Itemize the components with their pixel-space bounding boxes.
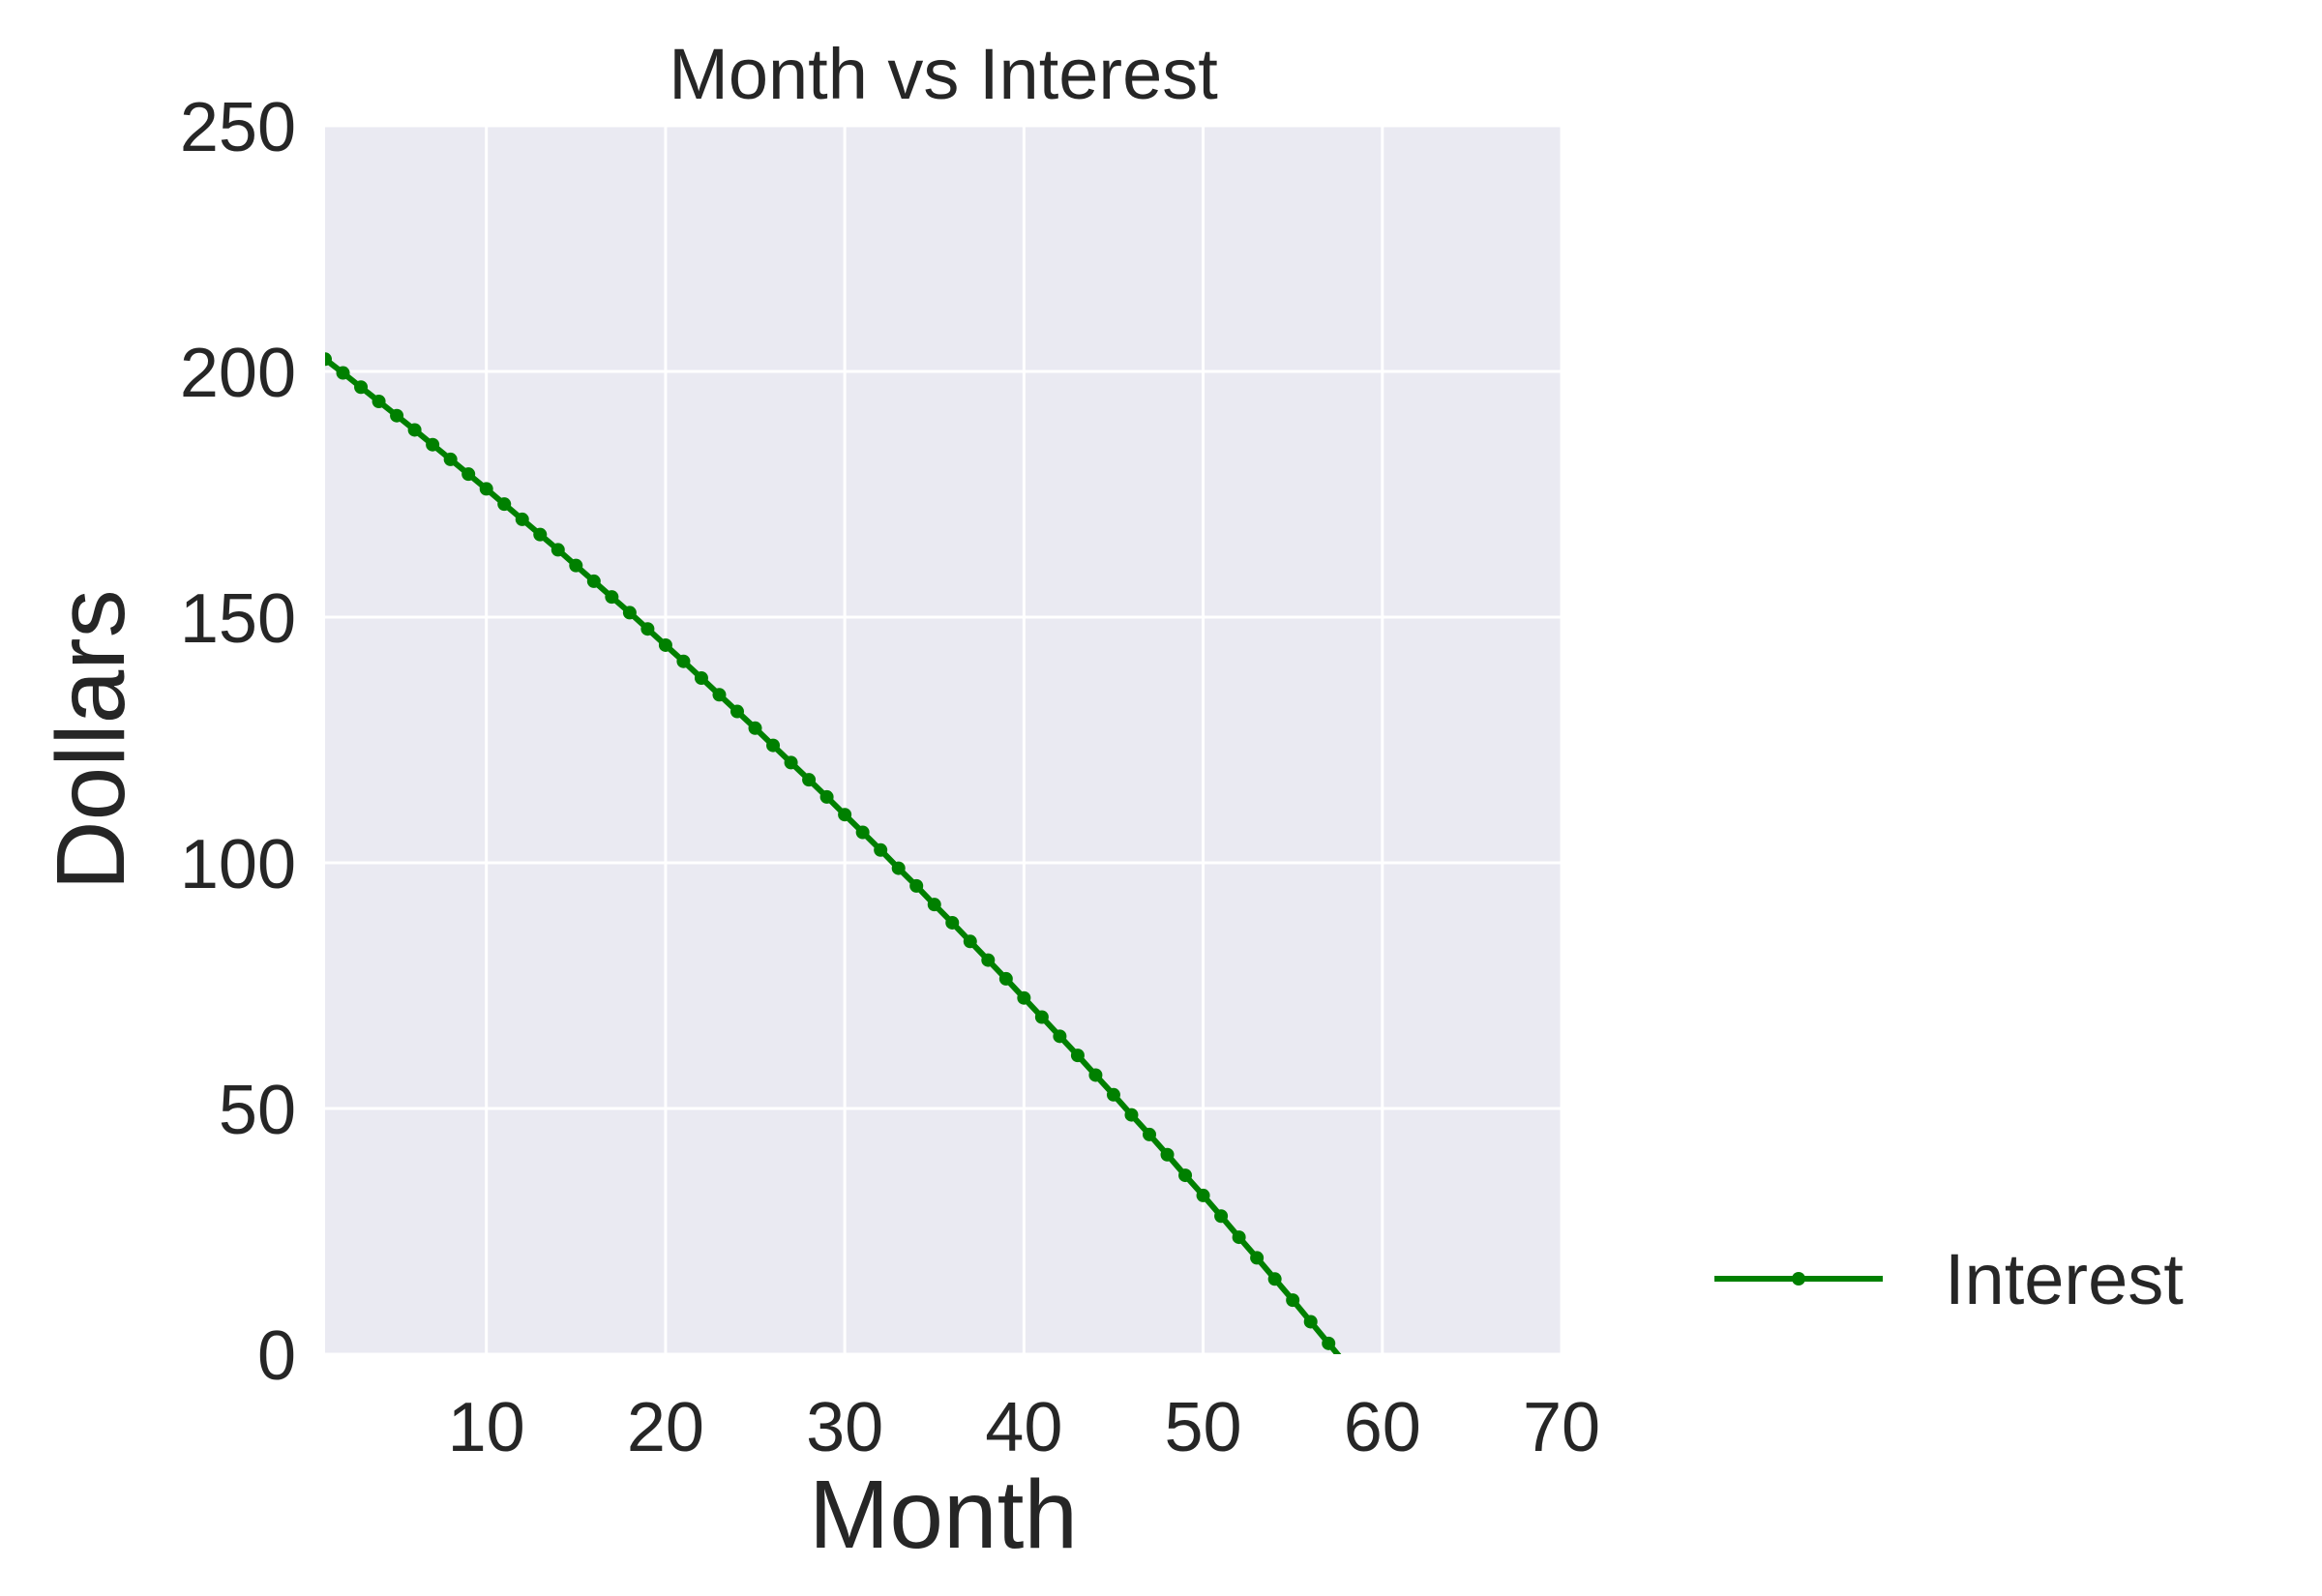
data-point (676, 654, 691, 668)
data-point (1088, 1068, 1103, 1082)
data-point (407, 423, 422, 437)
data-point (998, 971, 1013, 986)
data-point (1178, 1168, 1193, 1183)
y-axis-ticks: 0 50 100 150 200 250 (180, 89, 296, 1395)
data-point (658, 637, 672, 652)
data-point (497, 497, 512, 512)
x-tick-label: 40 (985, 1389, 1062, 1466)
data-point (551, 543, 565, 557)
data-point (1106, 1087, 1120, 1102)
y-tick-label: 250 (180, 89, 296, 166)
data-point (1034, 1010, 1049, 1024)
data-point (1070, 1049, 1085, 1063)
plot-area (325, 126, 1562, 1354)
x-tick-label: 20 (627, 1389, 704, 1466)
data-point (586, 574, 601, 588)
data-point (694, 670, 708, 685)
series-interest (325, 352, 1354, 1372)
data-point (461, 467, 476, 482)
data-point (855, 825, 870, 840)
y-tick-label: 50 (219, 1072, 296, 1149)
data-point (1196, 1188, 1210, 1202)
data-point (766, 738, 781, 753)
y-tick-label: 0 (257, 1317, 296, 1395)
data-point (819, 789, 834, 804)
data-point (945, 915, 960, 930)
data-point (784, 755, 798, 770)
x-tick-label: 60 (1344, 1389, 1421, 1466)
data-point (1322, 1336, 1336, 1350)
y-tick-label: 200 (180, 335, 296, 412)
data-point (748, 721, 762, 735)
legend: Interest (1714, 1239, 2184, 1319)
data-point (838, 808, 852, 822)
data-point (874, 842, 888, 857)
data-point (1232, 1230, 1246, 1245)
data-point (622, 606, 637, 620)
data-point (1286, 1293, 1300, 1308)
series-layer (325, 352, 1354, 1372)
data-point (569, 558, 583, 573)
legend-label-interest: Interest (1945, 1239, 2184, 1319)
data-point (1053, 1029, 1067, 1044)
data-point (640, 622, 655, 636)
y-tick-label: 100 (180, 826, 296, 903)
data-point (802, 773, 817, 787)
data-point (1267, 1272, 1282, 1286)
data-point (605, 590, 619, 605)
data-point (515, 512, 529, 526)
x-axis-label: Month (809, 1461, 1078, 1569)
x-tick-label: 70 (1523, 1389, 1600, 1466)
data-point (336, 366, 350, 380)
data-point (1340, 1358, 1354, 1372)
data-point (891, 861, 906, 875)
data-point (479, 482, 493, 496)
chart-title: Month vs Interest (669, 34, 1218, 114)
data-point (1303, 1315, 1318, 1329)
x-tick-label: 30 (806, 1389, 883, 1466)
data-point (730, 704, 744, 719)
data-point (963, 934, 977, 949)
data-point (443, 452, 458, 466)
data-point (372, 394, 386, 408)
data-point (909, 878, 924, 893)
data-point (1250, 1251, 1265, 1265)
x-tick-label: 10 (448, 1389, 525, 1466)
data-point (1214, 1209, 1229, 1224)
data-point (1143, 1127, 1156, 1141)
data-point (981, 953, 996, 967)
legend-swatch-marker (1792, 1272, 1805, 1286)
data-point (390, 408, 404, 423)
data-point (1160, 1147, 1175, 1162)
data-point (927, 898, 941, 912)
y-axis-label: Dollars (37, 589, 145, 890)
data-point (712, 688, 727, 702)
data-point (354, 380, 369, 395)
x-tick-label: 50 (1165, 1389, 1242, 1466)
gridlines (325, 124, 1563, 1356)
data-point (1124, 1108, 1139, 1122)
data-point (325, 352, 332, 367)
data-point (1017, 990, 1031, 1005)
y-tick-label: 150 (180, 580, 296, 658)
x-axis-ticks: 10 20 30 40 50 60 70 (448, 1389, 1600, 1466)
data-point (533, 527, 548, 542)
data-point (426, 437, 440, 452)
